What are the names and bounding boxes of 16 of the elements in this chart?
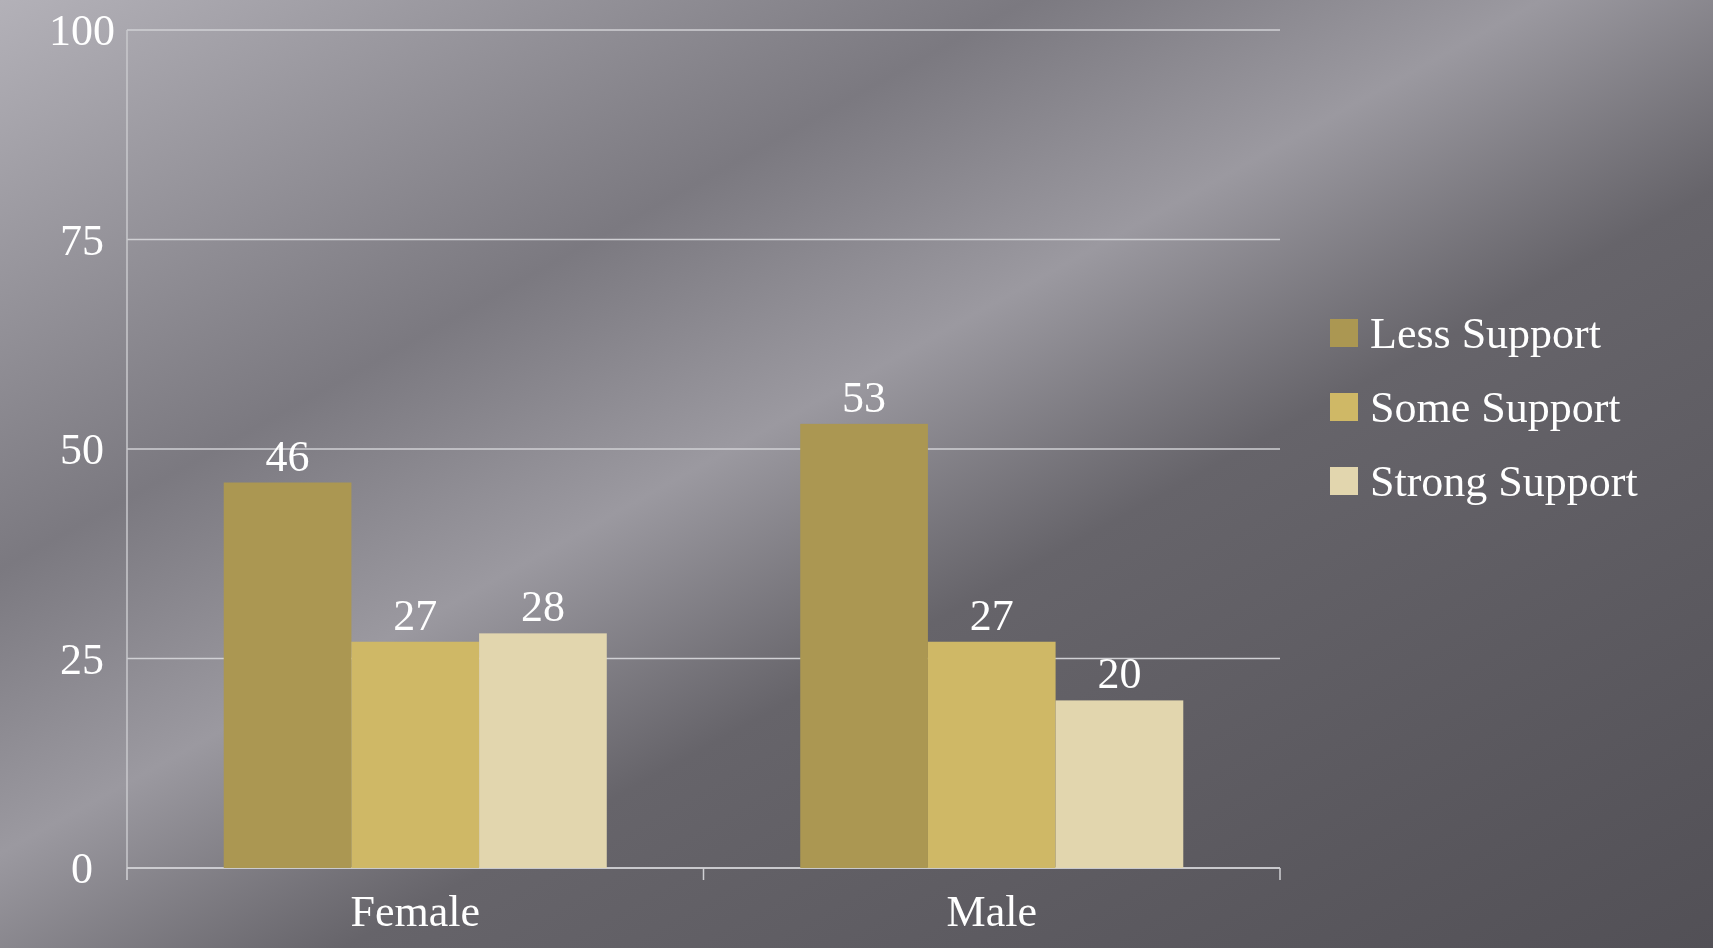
y-tick-label: 100 — [49, 6, 115, 56]
data-label: 27 — [393, 590, 438, 640]
data-label: 27 — [969, 590, 1014, 640]
x-tick-label: Male — [946, 887, 1037, 936]
data-label: 46 — [265, 431, 310, 481]
x-tick-label: Female — [350, 887, 481, 936]
legend-label: Less Support — [1370, 309, 1601, 359]
y-tick-label: 50 — [60, 425, 104, 475]
y-tick-label: 25 — [60, 634, 104, 684]
y-tick-label: 0 — [71, 844, 93, 894]
legend-label: Some Support — [1370, 383, 1621, 433]
data-label: 53 — [842, 372, 887, 422]
data-label: 20 — [1097, 649, 1142, 699]
y-tick-label: 75 — [60, 215, 104, 265]
legend-label: Strong Support — [1370, 457, 1638, 507]
data-label: 28 — [520, 582, 565, 632]
